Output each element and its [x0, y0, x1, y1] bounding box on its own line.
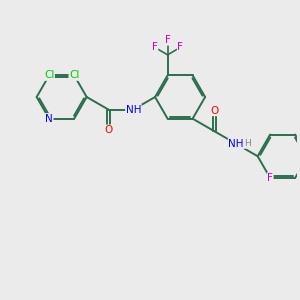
- Text: H: H: [244, 139, 251, 148]
- Text: NH: NH: [126, 104, 141, 115]
- Text: Cl: Cl: [69, 70, 80, 80]
- Text: O: O: [104, 125, 112, 135]
- Text: O: O: [210, 106, 218, 116]
- Text: F: F: [177, 42, 183, 52]
- Text: F: F: [267, 173, 273, 183]
- Text: NH: NH: [228, 139, 244, 149]
- Text: F: F: [165, 35, 170, 45]
- Text: N: N: [45, 114, 53, 124]
- Text: Cl: Cl: [44, 70, 54, 80]
- Text: F: F: [152, 42, 158, 52]
